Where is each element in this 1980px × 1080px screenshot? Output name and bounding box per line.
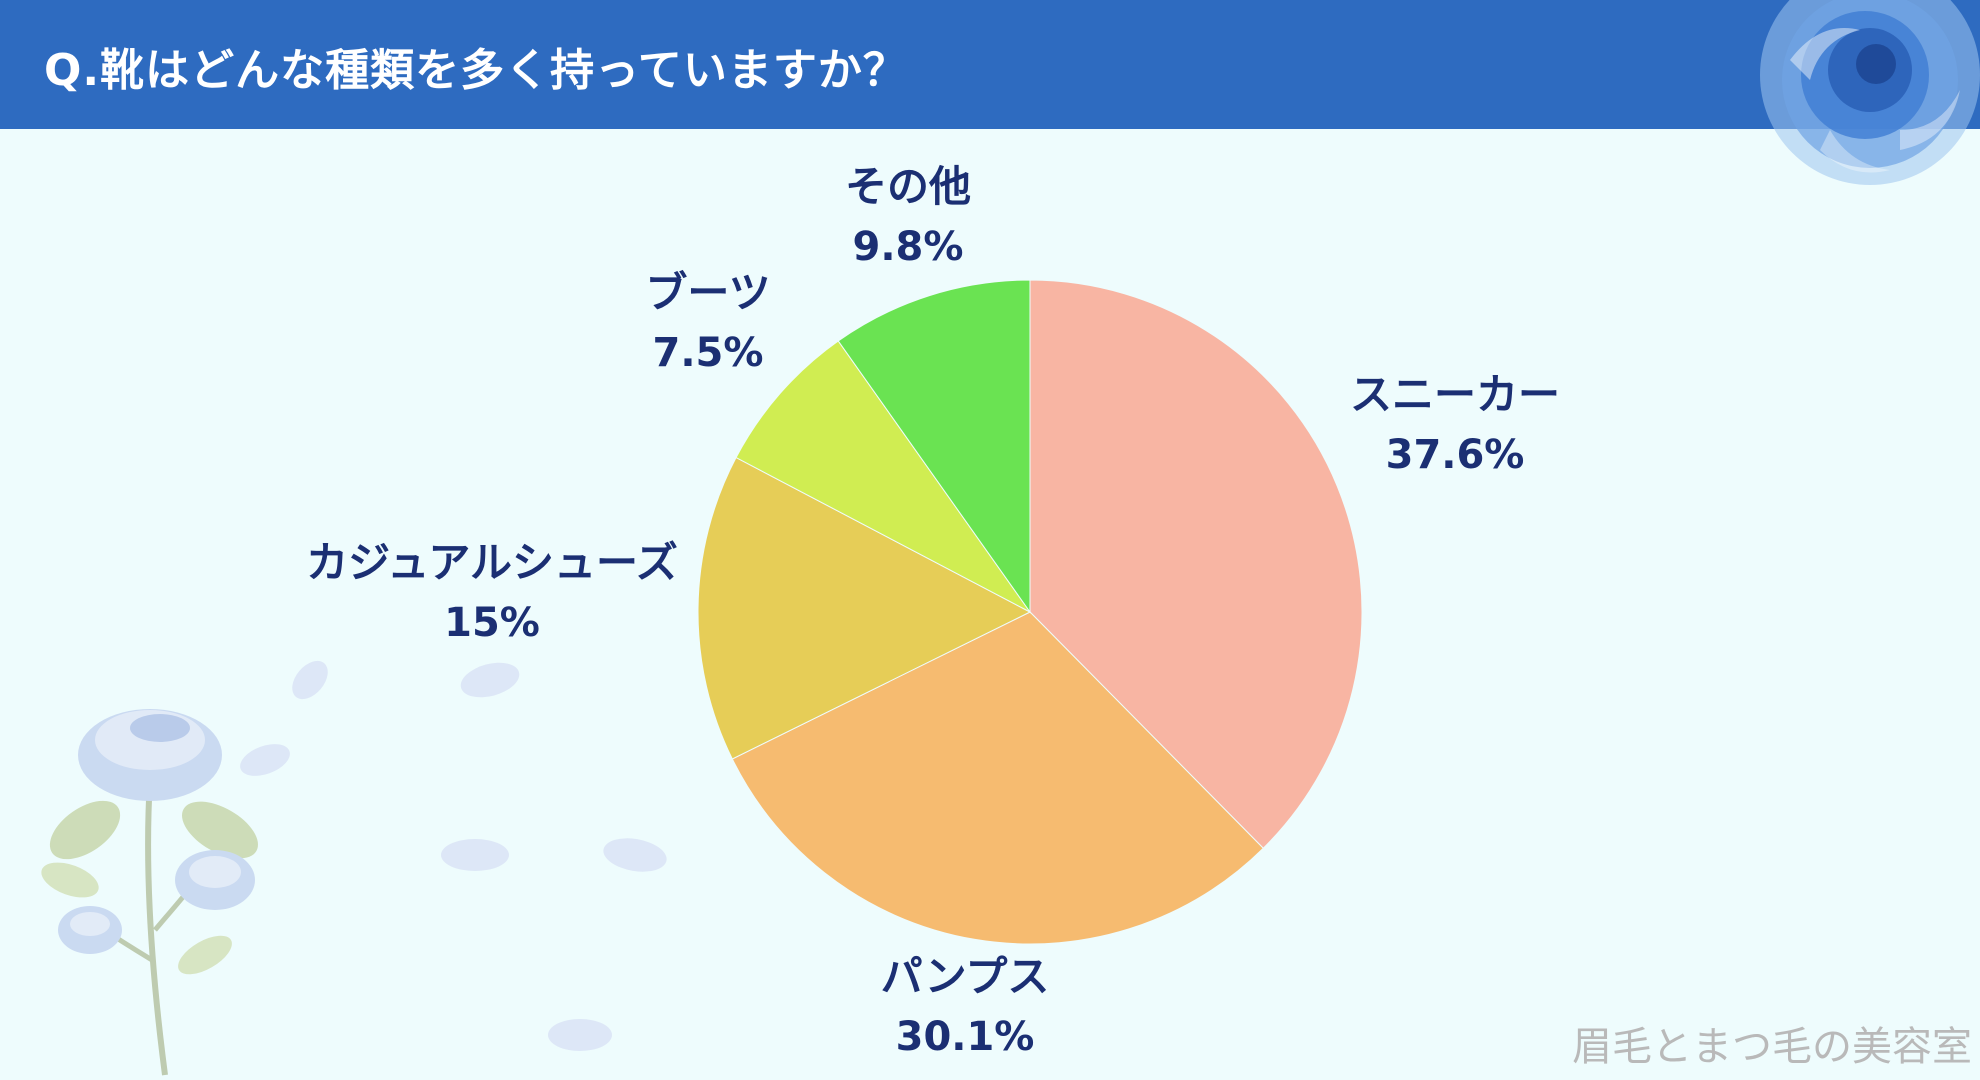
pie-slice <box>735 340 1031 613</box>
slice-label-name: その他 <box>844 162 971 211</box>
slice-label: スニーカー 37.6% <box>1235 365 1675 485</box>
pie-slice <box>1029 279 1363 849</box>
pie-slice <box>731 611 1264 945</box>
slice-label-name: パンプス <box>880 952 1050 1001</box>
slice-label-value: 30.1% <box>895 1014 1035 1060</box>
slice-label-value: 9.8% <box>852 224 964 270</box>
slice-label-name: カジュアルシューズ <box>306 538 678 587</box>
pie-slice <box>837 279 1031 614</box>
slice-label: ブーツ 7.5% <box>488 263 928 383</box>
watermark: 眉毛とまつ毛の美容室 <box>1572 1024 1972 1070</box>
slice-label: カジュアルシューズ 15% <box>272 533 712 653</box>
slice-label-value: 7.5% <box>652 330 764 376</box>
slice-label-value: 37.6% <box>1385 432 1525 478</box>
slice-label-name: ブーツ <box>645 268 771 317</box>
question-title: Q.靴はどんな種類を多く持っていますか？ <box>44 45 908 96</box>
header-bar: Q.靴はどんな種類を多く持っていますか？ <box>0 0 1980 129</box>
slice-label: その他 9.8% <box>688 157 1128 277</box>
slice-label-name: スニーカー <box>1349 370 1560 419</box>
slice-label: パンプス 30.1% <box>745 947 1185 1067</box>
slice-label-value: 15% <box>444 600 540 646</box>
pie-slice <box>697 456 1032 760</box>
